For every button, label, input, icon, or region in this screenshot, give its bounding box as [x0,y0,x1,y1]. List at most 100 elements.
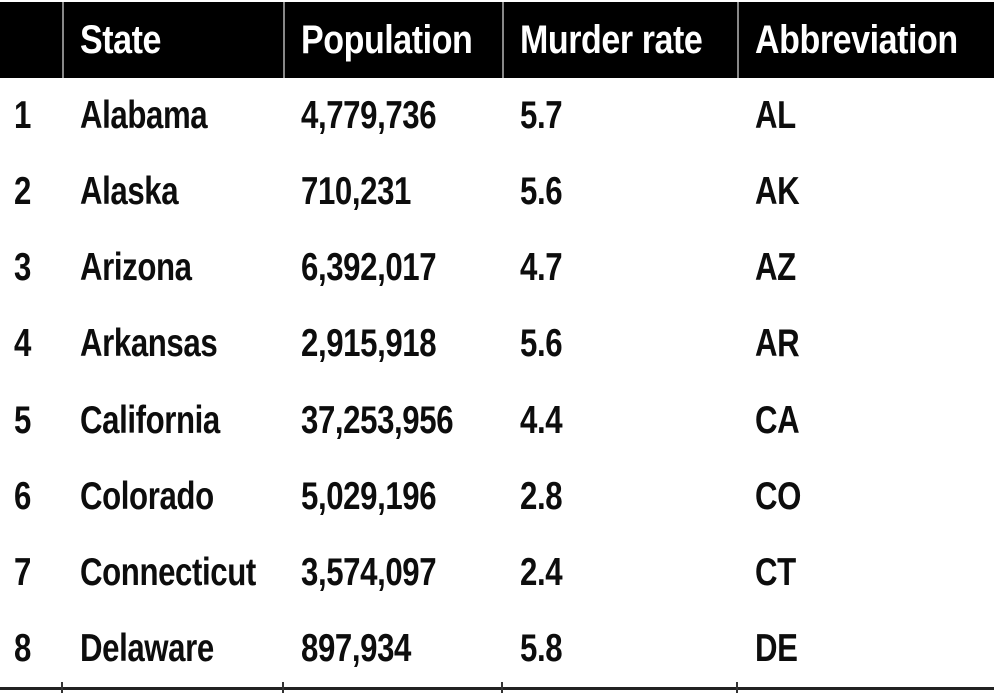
column-tick [501,682,503,693]
cell-state: Alaska [62,154,283,230]
cell-abbreviation: CA [737,383,994,459]
header-label-abbreviation: Abbreviation [755,17,958,62]
state-name: Connecticut [80,550,256,594]
cell-index: 2 [0,154,62,230]
row-index: 5 [14,398,31,442]
cell-population: 710,231 [283,154,502,230]
cell-abbreviation: CT [737,535,994,611]
cell-population: 4,779,736 [283,78,502,154]
column-tick [282,682,284,693]
cell-murder-rate: 2.8 [502,459,737,535]
cell-index: 4 [0,306,62,382]
cell-population: 3,574,097 [283,535,502,611]
cell-abbreviation: AZ [737,230,994,306]
population-value: 5,029,196 [301,474,437,518]
row-index: 7 [14,550,31,594]
population-value: 897,934 [301,626,411,670]
row-index: 8 [14,626,31,670]
state-name: Colorado [80,474,214,518]
abbreviation-value: AK [755,170,800,214]
cell-abbreviation: AR [737,306,994,382]
cell-murder-rate: 4.4 [502,383,737,459]
cell-state: Delaware [62,611,283,687]
murder-rate-value: 4.4 [520,398,563,442]
cell-abbreviation: AK [737,154,994,230]
cell-murder-rate: 5.6 [502,306,737,382]
table-row: 3 Arizona 6,392,017 4.7 AZ [0,230,994,306]
header-label-murder-rate: Murder rate [520,17,703,62]
abbreviation-value: CO [755,474,801,518]
murder-rate-value: 5.6 [520,322,563,366]
table-bottom-rule [0,687,994,690]
table-row: 5 California 37,253,956 4.4 CA [0,383,994,459]
murder-rate-value: 2.8 [520,474,563,518]
cell-murder-rate: 4.7 [502,230,737,306]
table-header-row: State Population Murder rate Abbreviatio… [0,2,994,78]
cell-population: 2,915,918 [283,306,502,382]
cell-index: 3 [0,230,62,306]
population-value: 2,915,918 [301,322,437,366]
row-index: 6 [14,474,31,518]
murder-rate-value: 5.8 [520,626,563,670]
population-value: 3,574,097 [301,550,437,594]
cell-population: 6,392,017 [283,230,502,306]
state-name: Alabama [80,94,208,138]
header-cell-abbreviation: Abbreviation [737,2,994,78]
population-value: 37,253,956 [301,398,454,442]
cell-murder-rate: 5.8 [502,611,737,687]
cell-index: 1 [0,78,62,154]
cell-index: 6 [0,459,62,535]
abbreviation-value: AR [755,322,800,366]
cell-state: Alabama [62,78,283,154]
murder-rate-value: 5.6 [520,170,563,214]
population-value: 4,779,736 [301,94,437,138]
abbreviation-value: CT [755,550,796,594]
state-name: Arkansas [80,322,218,366]
state-name: Delaware [80,626,214,670]
table-row: 8 Delaware 897,934 5.8 DE [0,611,994,687]
abbreviation-value: AZ [755,246,796,290]
cell-index: 5 [0,383,62,459]
state-name: Arizona [80,246,192,290]
header-cell-murder-rate: Murder rate [502,2,737,78]
murder-rate-value: 2.4 [520,550,563,594]
state-name: Alaska [80,170,179,214]
cell-abbreviation: CO [737,459,994,535]
cell-population: 37,253,956 [283,383,502,459]
population-value: 710,231 [301,170,411,214]
table-body: 1 Alabama 4,779,736 5.7 AL 2 Alaska 710,… [0,78,994,687]
cell-murder-rate: 5.6 [502,154,737,230]
cell-abbreviation: DE [737,611,994,687]
murder-rate-value: 4.7 [520,246,563,290]
header-cell-state: State [62,2,283,78]
cell-murder-rate: 5.7 [502,78,737,154]
header-cell-population: Population [283,2,502,78]
row-index: 4 [14,322,31,366]
cell-population: 5,029,196 [283,459,502,535]
column-tick [736,682,738,693]
table-row: 6 Colorado 5,029,196 2.8 CO [0,459,994,535]
header-label-state: State [80,17,162,62]
abbreviation-value: CA [755,398,800,442]
cell-state: Arizona [62,230,283,306]
header-cell-index [0,2,62,78]
cell-state: California [62,383,283,459]
cell-abbreviation: AL [737,78,994,154]
cell-index: 7 [0,535,62,611]
abbreviation-value: DE [755,626,798,670]
row-index: 1 [14,94,31,138]
table-row: 2 Alaska 710,231 5.6 AK [0,154,994,230]
cell-state: Colorado [62,459,283,535]
table-row: 4 Arkansas 2,915,918 5.6 AR [0,306,994,382]
state-name: California [80,398,220,442]
table-row: 1 Alabama 4,779,736 5.7 AL [0,78,994,154]
header-label-population: Population [301,17,473,62]
row-index: 2 [14,170,31,214]
cell-murder-rate: 2.4 [502,535,737,611]
cell-population: 897,934 [283,611,502,687]
row-index: 3 [14,246,31,290]
murder-rate-value: 5.7 [520,94,563,138]
column-tick [61,682,63,693]
abbreviation-value: AL [755,94,796,138]
